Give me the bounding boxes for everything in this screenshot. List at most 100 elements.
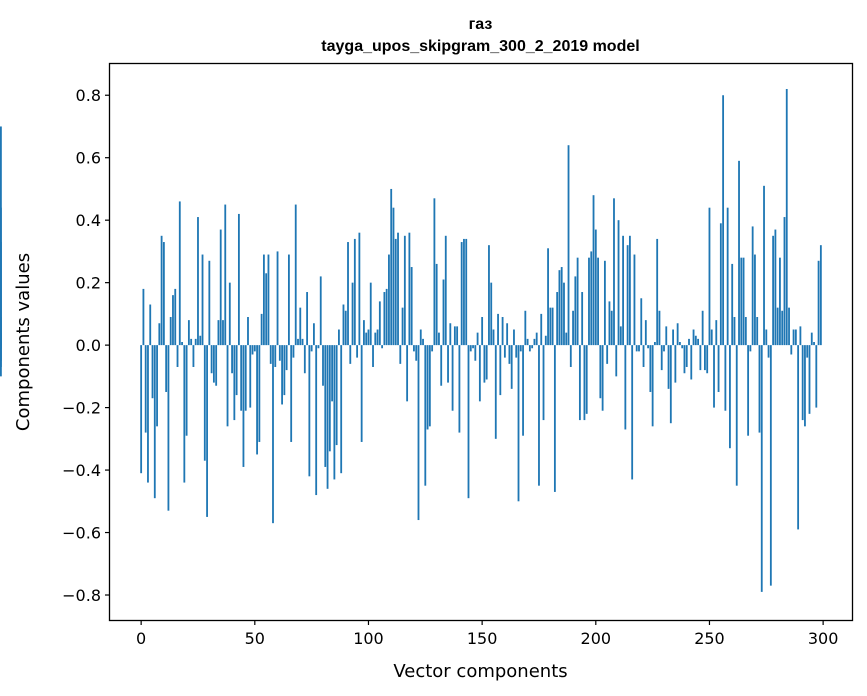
bar (247, 317, 249, 346)
bar (160, 235, 163, 346)
bar (194, 338, 197, 346)
bar (597, 257, 599, 346)
bar (369, 282, 372, 346)
bar (656, 238, 659, 346)
bar (726, 207, 729, 346)
bar (328, 345, 331, 452)
bar (456, 326, 459, 346)
bar (606, 345, 609, 364)
bar (688, 338, 690, 346)
bar (244, 345, 247, 411)
bar (817, 260, 820, 346)
bar (197, 217, 199, 346)
bar (344, 310, 347, 346)
bar (313, 323, 315, 346)
x-axis-label: Vector components (393, 661, 567, 682)
bar (542, 345, 545, 421)
bar (460, 242, 463, 346)
bar (467, 345, 470, 499)
bar (699, 345, 702, 371)
x-tick-label: 250 (694, 629, 725, 648)
bar (310, 345, 313, 352)
bar (165, 345, 168, 392)
bar (492, 329, 495, 346)
bar (397, 232, 399, 346)
bar (710, 329, 713, 346)
bar (442, 279, 445, 346)
y-tick-label: 0.0 (76, 336, 101, 355)
bar (431, 345, 434, 352)
bar (667, 345, 670, 389)
bar (367, 329, 370, 346)
bar (206, 345, 208, 517)
bar (449, 323, 452, 346)
bar (140, 345, 143, 474)
bar (433, 198, 436, 346)
bar (683, 345, 686, 374)
bar (428, 345, 431, 427)
bar (447, 345, 449, 383)
bar (278, 345, 281, 361)
bar (476, 332, 479, 346)
bar (776, 307, 779, 346)
bar (685, 345, 688, 367)
bar (503, 345, 506, 358)
bar (717, 345, 720, 392)
bar (556, 292, 559, 346)
bar (351, 282, 354, 346)
y-tick-label: 0.4 (76, 211, 101, 230)
bar (174, 288, 177, 346)
bar (788, 307, 790, 346)
bar (249, 345, 252, 408)
bar (551, 307, 554, 346)
bar (451, 345, 454, 411)
bar (576, 257, 579, 346)
bar (388, 254, 390, 346)
bar (417, 345, 420, 521)
bar (704, 345, 706, 371)
chart-title: газ (469, 16, 493, 33)
bar (744, 317, 747, 346)
bar (438, 332, 440, 346)
bar (658, 310, 661, 346)
bar (790, 345, 793, 355)
bar (813, 342, 815, 346)
bar (172, 295, 174, 346)
plot-frame (108, 62, 854, 622)
bar (219, 229, 222, 346)
bar (267, 254, 270, 346)
bar (792, 329, 795, 346)
bar (515, 345, 518, 358)
bar (222, 320, 224, 346)
bar (147, 345, 149, 483)
bar (415, 345, 418, 361)
bar (549, 307, 552, 346)
bar (365, 332, 368, 346)
bar (478, 345, 481, 402)
bar (722, 95, 725, 346)
bar (338, 329, 340, 346)
chart-subtitle: tayga_upos_skipgram_300_2_2019 model (321, 38, 639, 55)
y-tick-label: 0.2 (76, 274, 101, 293)
bar (544, 335, 547, 346)
bar (635, 345, 638, 352)
bar (731, 263, 734, 346)
bar (488, 245, 490, 346)
bar (815, 345, 818, 408)
bar (651, 345, 654, 427)
bar (574, 276, 577, 346)
bar (819, 245, 822, 346)
bar (190, 338, 193, 346)
bar (499, 345, 502, 396)
bar (569, 345, 572, 367)
bar (765, 329, 768, 346)
bar (801, 345, 804, 421)
bar (613, 198, 615, 346)
bar (517, 345, 520, 502)
bar (162, 242, 165, 346)
bar (251, 345, 254, 355)
bar (624, 345, 627, 430)
x-tick-label: 50 (245, 629, 265, 648)
bar (185, 345, 188, 436)
